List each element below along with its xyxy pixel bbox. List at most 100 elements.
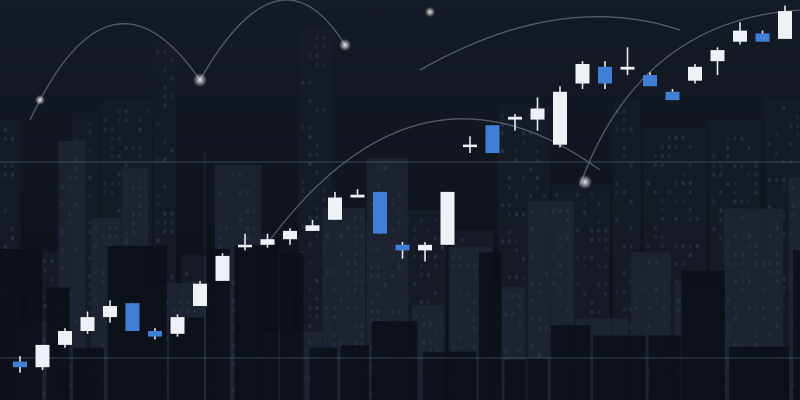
candlestick: [216, 253, 230, 281]
building-window: [333, 306, 336, 310]
building-window: [696, 217, 699, 221]
building-window: [354, 252, 357, 256]
building-window: [340, 279, 343, 283]
building-window: [88, 121, 91, 125]
building-window: [522, 257, 525, 261]
building-window: [441, 246, 444, 250]
candle-body-up: [81, 317, 95, 331]
building-window: [740, 200, 743, 204]
building-window: [163, 86, 166, 90]
candle-body-up: [576, 64, 590, 84]
building: [551, 325, 590, 400]
building-window: [170, 59, 173, 63]
building-window: [118, 155, 121, 159]
building-window: [377, 310, 380, 314]
building-window: [156, 221, 159, 225]
building-window: [775, 151, 778, 155]
building-window: [225, 227, 228, 231]
building-window: [253, 227, 256, 231]
building-window: [315, 279, 318, 283]
building-window: [654, 154, 657, 158]
building-window: [94, 298, 97, 302]
building-window: [678, 299, 681, 303]
building-window: [559, 290, 562, 294]
building-window: [61, 203, 64, 207]
building-window: [597, 238, 600, 242]
building-window: [354, 243, 357, 247]
building-window: [501, 149, 504, 153]
building-window: [682, 181, 685, 185]
building-window: [322, 189, 325, 193]
building-window: [391, 202, 394, 206]
building-window: [661, 208, 664, 212]
building-window: [511, 313, 514, 317]
building-window: [452, 255, 455, 259]
building-window: [559, 263, 562, 267]
building-window: [566, 236, 569, 240]
building-window: [748, 280, 751, 284]
candle-body-down: [598, 67, 612, 84]
building-window: [377, 247, 380, 251]
building-window: [132, 146, 135, 150]
building-window: [466, 264, 469, 268]
building-window: [536, 176, 539, 180]
building-window: [689, 145, 692, 149]
building-window: [655, 261, 658, 265]
building-window: [43, 304, 46, 308]
building-window: [689, 190, 692, 194]
building-window: [163, 230, 166, 234]
building-window: [583, 265, 586, 269]
building-window: [326, 234, 329, 238]
building-window: [782, 106, 785, 110]
building-window: [301, 180, 304, 184]
building-window: [538, 290, 541, 294]
building-window: [776, 271, 779, 275]
building-window: [734, 253, 737, 257]
building-window: [459, 264, 462, 268]
building-window: [170, 275, 173, 279]
building-window: [139, 128, 142, 132]
building-window: [427, 300, 430, 304]
building-window: [616, 218, 619, 222]
building-window: [668, 145, 671, 149]
building-window: [682, 262, 685, 266]
building-window: [163, 185, 166, 189]
building-window: [501, 239, 504, 243]
building-window: [531, 209, 534, 213]
building-window: [654, 190, 657, 194]
building-window: [452, 345, 455, 349]
building-window: [741, 217, 744, 221]
building-window: [88, 193, 91, 197]
building-window: [101, 235, 104, 239]
building-window: [604, 229, 607, 233]
building-window: [755, 307, 758, 311]
building-window: [734, 280, 737, 284]
building-window: [340, 252, 343, 256]
building-window: [623, 245, 626, 249]
building-window: [413, 255, 416, 259]
building-window: [75, 320, 78, 324]
building-window: [170, 221, 173, 225]
building-window: [11, 236, 14, 240]
light-node: [339, 39, 351, 51]
building-window: [529, 167, 532, 171]
building-window: [590, 256, 593, 260]
building-window: [118, 137, 121, 141]
building-window: [108, 226, 111, 230]
building-window: [675, 145, 678, 149]
building-window: [163, 221, 166, 225]
building-window: [748, 244, 751, 248]
building-window: [536, 149, 539, 153]
building-window: [678, 308, 681, 312]
building-window: [531, 299, 534, 303]
building-window: [308, 153, 311, 157]
building-window: [88, 301, 91, 305]
building-window: [308, 216, 311, 220]
building-window: [347, 288, 350, 292]
building-window: [719, 209, 722, 213]
building: [649, 335, 681, 400]
building-window: [712, 155, 715, 159]
building-window: [740, 164, 743, 168]
building-window: [473, 318, 476, 322]
building: [310, 348, 337, 400]
